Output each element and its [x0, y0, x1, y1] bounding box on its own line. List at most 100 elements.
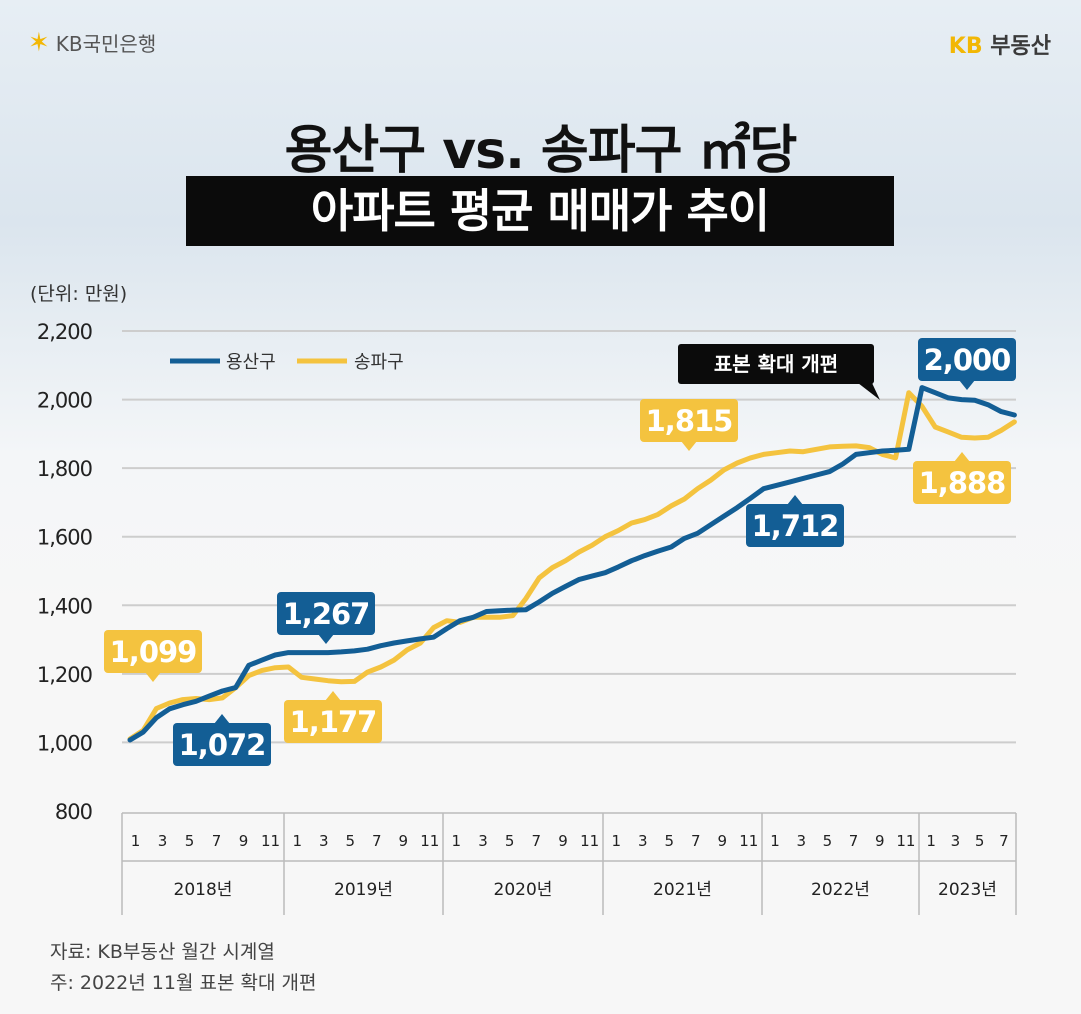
- source-note: 자료: KB부동산 월간 시계열: [50, 941, 275, 963]
- x-month-tick-label: 3: [638, 832, 648, 850]
- title-line-2: 아파트 평균 매매가 추이: [186, 176, 894, 246]
- data-callout-box: [173, 723, 271, 766]
- x-year-label: 2022년: [811, 880, 870, 900]
- kb-realestate-logo-text: 부동산: [990, 34, 1051, 59]
- data-callout-label: 2,000: [924, 343, 1011, 377]
- data-callout-label: 1,072: [179, 728, 266, 762]
- footnote: 주: 2022년 11월 표본 확대 개편: [50, 972, 317, 994]
- data-callout-label: 1,267: [283, 597, 370, 631]
- x-month-tick-label: 1: [131, 832, 141, 850]
- x-month-tick-label: 3: [319, 832, 329, 850]
- x-month-tick-label: 9: [558, 832, 568, 850]
- data-callout: 2,000: [918, 338, 1016, 390]
- data-callout-pointer: [954, 452, 970, 462]
- data-callout-label: 1,888: [919, 466, 1006, 500]
- annotation-box: [678, 344, 874, 384]
- x-month-tick-label: 3: [478, 832, 488, 850]
- x-month-tick-label: 11: [896, 832, 915, 850]
- data-callout-label: 1,712: [752, 509, 839, 543]
- x-year-label: 2019년: [334, 880, 393, 900]
- x-month-tick-label: 7: [849, 832, 859, 850]
- x-month-tick-label: 7: [691, 832, 701, 850]
- x-month-tick-label: 7: [372, 832, 382, 850]
- x-month-tick-label: 9: [875, 832, 885, 850]
- x-month-tick-label: 1: [926, 832, 936, 850]
- x-month-tick-label: 7: [212, 832, 222, 850]
- data-callout: 1,177: [284, 691, 382, 743]
- data-callout-box: [913, 461, 1011, 504]
- data-callout-pointer: [681, 441, 697, 451]
- data-callout: 1,712: [746, 495, 844, 547]
- title-line-1: 용산구 vs. 송파구 ㎡당: [284, 121, 798, 181]
- kb-star-icon: ✶: [28, 27, 50, 58]
- x-month-tick-label: 5: [185, 832, 195, 850]
- data-callout-box: [746, 504, 844, 547]
- data-callout-pointer: [959, 380, 975, 390]
- x-month-tick-label: 3: [158, 832, 168, 850]
- unit-label: (단위: 만원): [30, 283, 128, 305]
- x-year-label: 2018년: [174, 880, 233, 900]
- x-month-tick-label: 5: [505, 832, 515, 850]
- annotation-label: 표본 확대 개편: [714, 352, 838, 376]
- data-callout-label: 1,815: [646, 404, 733, 438]
- x-month-tick-label: 7: [532, 832, 542, 850]
- data-callout-box: [277, 592, 375, 635]
- kb-bank-logo: ✶ KB국민은행: [28, 28, 156, 57]
- x-month-tick-label: 5: [664, 832, 674, 850]
- x-month-tick-label: 5: [823, 832, 833, 850]
- legend: 용산구 송파구: [170, 352, 404, 373]
- kb-bank-logo-text: KB국민은행: [55, 32, 157, 56]
- x-month-tick-label: 3: [951, 832, 961, 850]
- data-callout-box: [104, 630, 202, 673]
- legend-label-yongsan: 용산구: [226, 352, 276, 373]
- data-callout-label: 1,177: [290, 705, 377, 739]
- data-callout-box: [284, 700, 382, 743]
- data-callout-pointer: [787, 495, 803, 505]
- y-tick-label: 1,600: [37, 526, 92, 550]
- legend-label-songpa: 송파구: [354, 352, 404, 373]
- x-year-label: 2023년: [938, 880, 997, 900]
- kb-realestate-logo: KB 부동산: [949, 28, 1051, 60]
- x-year-label: 2020년: [494, 880, 553, 900]
- data-callout: 1,072: [173, 714, 271, 766]
- x-year-label: 2021년: [653, 880, 712, 900]
- data-callout-pointer: [145, 672, 161, 682]
- data-callout-box: [640, 399, 738, 442]
- annotation-pointer: [858, 383, 880, 400]
- y-tick-label: 2,000: [37, 389, 92, 413]
- kb-realestate-logo-kb: KB: [948, 34, 983, 59]
- y-tick-label: 1,200: [37, 663, 92, 687]
- data-callout-pointer: [214, 714, 230, 724]
- x-month-tick-label: 5: [975, 832, 985, 850]
- x-month-tick-label: 9: [398, 832, 408, 850]
- x-month-tick-label: 3: [796, 832, 806, 850]
- y-tick-label: 2,200: [37, 320, 92, 344]
- data-callout: 1,815: [640, 399, 738, 451]
- data-callout-box: [918, 338, 1016, 381]
- x-month-tick-label: 1: [770, 832, 780, 850]
- x-month-tick-label: 11: [261, 832, 280, 850]
- data-callout: 1,099: [104, 630, 202, 682]
- y-tick-label: 1,400: [37, 594, 92, 618]
- x-month-tick-label: 7: [999, 832, 1009, 850]
- series-line-yongsan: [127, 385, 1017, 743]
- data-callout: 1,888: [913, 452, 1011, 504]
- data-callout-pointer: [318, 634, 334, 644]
- y-tick-label: 1,000: [37, 731, 92, 755]
- x-month-tick-label: 1: [611, 832, 621, 850]
- x-month-tick-label: 11: [420, 832, 439, 850]
- data-callout-label: 1,099: [110, 635, 197, 669]
- x-month-tick-label: 1: [292, 832, 302, 850]
- x-month-tick-label: 5: [345, 832, 355, 850]
- y-tick-label: 1,800: [37, 457, 92, 481]
- x-month-tick-label: 9: [717, 832, 727, 850]
- data-callout-pointer: [325, 691, 341, 701]
- x-month-tick-label: 1: [452, 832, 462, 850]
- x-month-tick-label: 9: [239, 832, 249, 850]
- y-tick-label: 800: [55, 800, 92, 824]
- data-callout: 1,267: [277, 592, 375, 644]
- x-month-tick-label: 11: [580, 832, 599, 850]
- x-month-tick-label: 11: [739, 832, 758, 850]
